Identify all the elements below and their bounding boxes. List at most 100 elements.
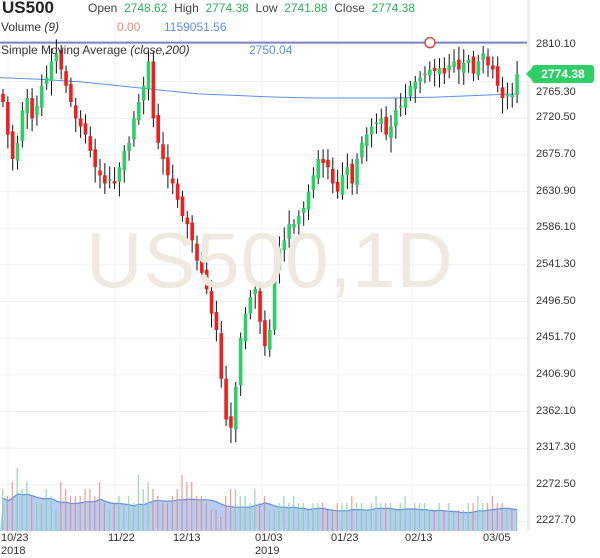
volume-bar [132, 503, 135, 531]
volume-bar [166, 503, 169, 531]
volume-bar [225, 496, 227, 531]
sma-legend[interactable]: Simple Moving Average (close,200) [1, 43, 190, 57]
low-label: Low [255, 1, 278, 15]
candle-body [364, 134, 369, 147]
volume-bar [394, 510, 397, 531]
candle-body [471, 56, 476, 74]
volume-bar [74, 496, 76, 531]
volume-bar [341, 503, 343, 531]
volume-bar [496, 503, 498, 531]
volume-bar [147, 482, 149, 531]
candle-body [151, 61, 156, 119]
candle-body [297, 216, 301, 225]
volume-bar [404, 496, 406, 531]
candle-body [360, 142, 364, 158]
volume-bar [50, 496, 52, 531]
volume-bar [472, 503, 474, 531]
candle-body [248, 297, 253, 314]
volume-bar [123, 503, 125, 531]
volume-bar [438, 503, 440, 531]
candle-body [442, 67, 447, 74]
volume-bar [390, 503, 392, 531]
open-value: 2748.62 [124, 1, 168, 15]
volume-bar [283, 496, 285, 531]
axis-border [527, 0, 530, 531]
candle-body [369, 126, 374, 135]
sma-label: Simple Moving Average [1, 43, 127, 57]
volume-bar [370, 503, 372, 531]
candle-body [103, 175, 107, 184]
close-label: Close [334, 1, 365, 15]
candle-body [282, 240, 287, 251]
watermark: US500,1D [86, 216, 454, 304]
volume-bar [21, 489, 23, 531]
volume-bar [511, 510, 513, 531]
candle-body [277, 248, 282, 270]
candle-body [166, 157, 170, 176]
price-axis-label: 2317.30 [536, 441, 576, 454]
candle-body [49, 61, 54, 81]
candle-body [146, 61, 151, 90]
candle-body [481, 53, 485, 60]
volume-value-1: 0.00 [117, 20, 141, 34]
volume-bar [433, 510, 435, 531]
volume-bar [399, 503, 401, 531]
candle-body [335, 181, 340, 192]
volume-label: Volume [1, 20, 42, 34]
close-value: 2774.38 [371, 1, 416, 15]
candle-body [234, 386, 238, 430]
volume-bar [220, 517, 222, 531]
symbol-title: US500 [2, 0, 54, 17]
volume-bar [356, 503, 358, 531]
volume-bar [453, 510, 455, 531]
candle-body [214, 312, 219, 330]
candle-body [428, 69, 432, 76]
horizontal-line-handle[interactable] [424, 36, 436, 49]
volume-bar [229, 489, 232, 531]
candle-body [418, 77, 422, 82]
volume-bar [482, 503, 484, 531]
candle-body [132, 118, 136, 140]
volume-bar [423, 503, 426, 531]
candle-body [413, 81, 418, 90]
volume-bar [186, 482, 188, 531]
candle-body [476, 61, 481, 76]
sma-line [0, 77, 516, 99]
candle-body [403, 97, 408, 108]
candle-body [141, 85, 146, 101]
volume-bar [501, 503, 503, 531]
date-axis-label: 11/22 [108, 532, 135, 544]
candle-body [394, 110, 398, 127]
volume-bar [157, 496, 159, 531]
candle-body [253, 289, 257, 295]
candle-body [437, 67, 442, 75]
volume-bar [249, 503, 251, 531]
volume-bar [210, 510, 212, 531]
candle-body [326, 159, 330, 168]
volume-bar [351, 496, 353, 531]
volume-bar [326, 510, 329, 531]
date-axis-year: 2019 [255, 545, 280, 557]
candle-body [384, 116, 388, 135]
volume-bar [176, 489, 178, 531]
candle-body [292, 224, 296, 228]
volume-bar [385, 503, 387, 531]
sma-params: (close,200) [130, 43, 190, 57]
volume-bar [414, 503, 416, 531]
candle-body [500, 87, 505, 98]
volume-bar [244, 496, 246, 531]
candle-body [447, 65, 451, 71]
candle-body [137, 102, 141, 120]
volume-legend[interactable]: Volume (9) [1, 20, 59, 34]
volume-bar [409, 510, 411, 531]
volume-bar [491, 496, 494, 531]
volume-bar [297, 503, 300, 531]
last-price-tag: 2774.38 [526, 65, 594, 83]
volume-value-2: 1159051.56 [164, 20, 227, 34]
volume-bar [40, 503, 42, 531]
volume-bar [142, 489, 144, 531]
candle-body [209, 290, 214, 314]
candle-body [219, 333, 224, 379]
candle-body [238, 338, 243, 386]
